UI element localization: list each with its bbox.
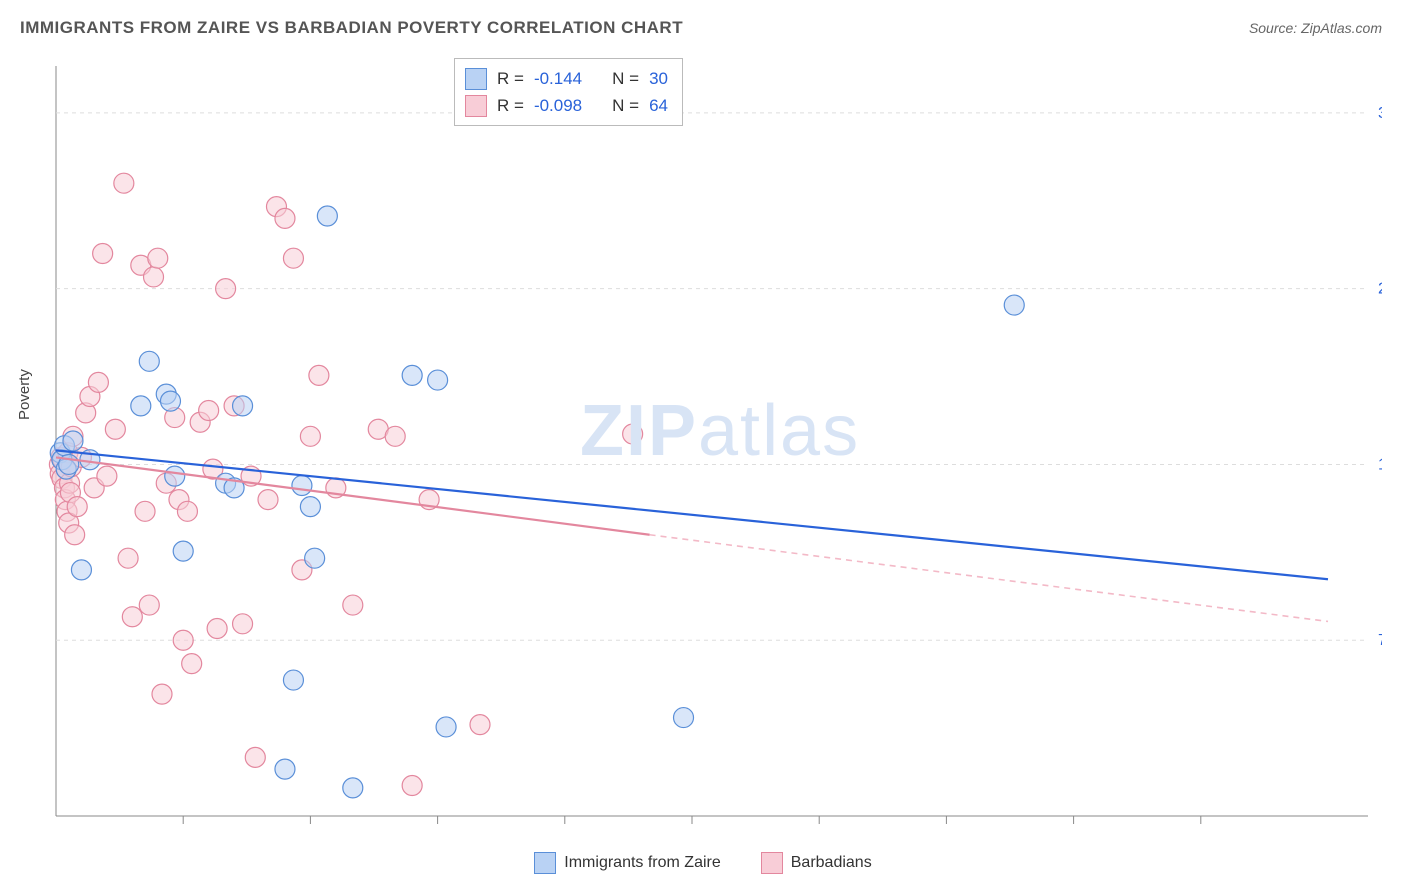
chart-plot-area: 7.5% 15.0% 22.5% 30.0% [48, 58, 1382, 830]
stats-legend-box: R = -0.144 N = 30 R = -0.098 N = 64 [454, 58, 683, 126]
source-attribution: Source: ZipAtlas.com [1249, 20, 1382, 36]
legend-label-zaire: Immigrants from Zaire [564, 854, 720, 872]
stats-r-value-barbadians: -0.098 [534, 92, 582, 119]
stats-r-label-2: R = [497, 92, 524, 119]
svg-text:15.0%: 15.0% [1378, 456, 1382, 473]
stats-row-zaire: R = -0.144 N = 30 [465, 65, 668, 92]
chart-title: IMMIGRANTS FROM ZAIRE VS BARBADIAN POVER… [20, 18, 683, 38]
stats-n-value-zaire: 30 [649, 65, 668, 92]
stats-r-label: R = [497, 65, 524, 92]
stats-r-value-zaire: -0.144 [534, 65, 582, 92]
scatter-chart-svg: 7.5% 15.0% 22.5% 30.0% [48, 58, 1382, 830]
stats-row-barbadians: R = -0.098 N = 64 [465, 92, 668, 119]
stats-n-label: N = [612, 65, 639, 92]
swatch-zaire [465, 68, 487, 90]
source-label: Source: [1249, 20, 1297, 36]
source-name: ZipAtlas.com [1301, 20, 1382, 36]
legend-swatch-zaire [534, 852, 556, 874]
svg-text:30.0%: 30.0% [1378, 105, 1382, 122]
swatch-barbadians [465, 95, 487, 117]
svg-text:22.5%: 22.5% [1378, 281, 1382, 298]
bottom-legend: Immigrants from Zaire Barbadians [0, 852, 1406, 874]
y-axis-label: Poverty [16, 369, 33, 420]
legend-swatch-barbadians [761, 852, 783, 874]
svg-text:7.5%: 7.5% [1378, 632, 1382, 649]
stats-n-value-barbadians: 64 [649, 92, 668, 119]
legend-item-barbadians: Barbadians [761, 852, 872, 874]
legend-label-barbadians: Barbadians [791, 854, 872, 872]
stats-n-label-2: N = [612, 92, 639, 119]
legend-item-zaire: Immigrants from Zaire [534, 852, 720, 874]
